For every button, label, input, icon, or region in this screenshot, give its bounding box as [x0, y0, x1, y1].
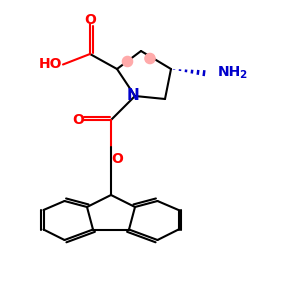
Text: O: O	[112, 152, 124, 166]
Text: N: N	[127, 88, 140, 104]
Circle shape	[122, 56, 133, 67]
Text: O: O	[72, 113, 84, 127]
Circle shape	[145, 53, 155, 64]
Text: O: O	[84, 13, 96, 26]
Text: 2: 2	[239, 70, 246, 80]
Text: NH: NH	[218, 65, 241, 79]
Text: HO: HO	[39, 57, 62, 71]
